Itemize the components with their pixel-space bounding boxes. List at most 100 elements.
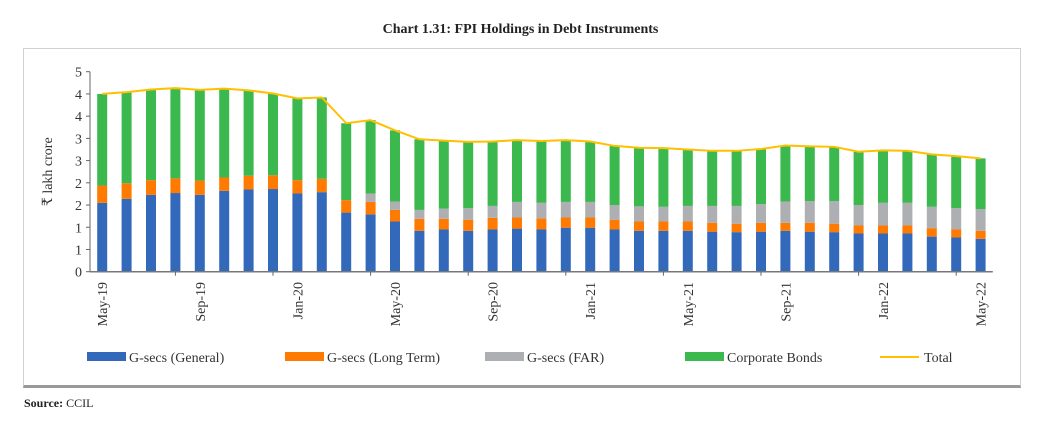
bar-g-secs-long-term	[682, 221, 693, 231]
bar-corporate-bonds	[609, 145, 620, 206]
bar-corporate-bonds	[170, 88, 181, 179]
bar-g-secs-long-term	[414, 218, 425, 231]
bar-g-secs-far	[414, 209, 425, 219]
bar-g-secs-general	[609, 229, 620, 272]
bar-g-secs-general	[853, 233, 864, 272]
x-tick-label: Jan-22	[877, 282, 892, 319]
bar-corporate-bonds	[707, 150, 718, 206]
bar-g-secs-general	[804, 231, 815, 272]
bar-g-secs-general	[170, 193, 181, 272]
bar-g-secs-long-term	[902, 225, 913, 234]
y-tick-label: 2	[75, 177, 82, 192]
bar-g-secs-general	[634, 230, 644, 272]
source-value: CCIL	[66, 396, 94, 410]
bar-corporate-bonds	[756, 149, 766, 205]
bar-g-secs-long-term	[634, 221, 644, 231]
bar-g-secs-long-term	[926, 228, 937, 237]
bar-corporate-bonds	[512, 140, 522, 202]
bar-corporate-bonds	[341, 123, 352, 201]
bar-corporate-bonds	[926, 154, 937, 207]
bar-g-secs-long-term	[853, 225, 864, 234]
bar-g-secs-far	[780, 201, 791, 223]
bar-g-secs-far	[902, 202, 913, 226]
bar-g-secs-far	[853, 205, 864, 226]
x-tick-label: Sep-20	[487, 282, 502, 322]
bar-g-secs-general	[438, 229, 449, 272]
bar-g-secs-general	[243, 189, 254, 272]
bar-g-secs-long-term	[560, 217, 571, 228]
legend-swatch	[485, 352, 524, 361]
chart-frame	[23, 48, 1021, 388]
bar-g-secs-long-term	[219, 177, 230, 191]
bar-g-secs-far	[560, 201, 571, 218]
bar-g-secs-far	[658, 206, 669, 222]
bar-g-secs-general	[536, 229, 547, 272]
y-tick-label: 4	[75, 110, 82, 125]
bar-g-secs-far	[365, 193, 376, 202]
legend-label: G-secs (Long Term)	[327, 351, 440, 366]
y-axis-label: ₹ lakh crore	[41, 137, 56, 206]
bar-g-secs-general	[975, 238, 986, 272]
bar-corporate-bonds	[268, 93, 278, 176]
bar-g-secs-general	[194, 194, 205, 272]
legend-swatch	[285, 352, 324, 361]
bar-g-secs-far	[487, 205, 498, 218]
bar-g-secs-long-term	[951, 229, 962, 238]
y-tick-label: 0	[75, 266, 82, 281]
bar-g-secs-far	[536, 202, 547, 219]
bar-corporate-bonds	[390, 130, 400, 202]
y-tick-label: 3	[75, 132, 82, 147]
bar-g-secs-far	[438, 208, 449, 219]
bar-corporate-bonds	[682, 149, 693, 206]
y-tick-label: 1	[75, 221, 82, 236]
bar-g-secs-general	[219, 190, 230, 272]
bar-corporate-bonds	[243, 90, 254, 176]
bar-g-secs-far	[756, 204, 766, 223]
y-tick-label: 4	[75, 88, 82, 103]
bar-corporate-bonds	[536, 141, 547, 203]
bar-g-secs-long-term	[121, 183, 132, 199]
bar-g-secs-far	[463, 208, 474, 220]
bar-corporate-bonds	[97, 93, 108, 186]
bar-g-secs-far	[634, 206, 644, 222]
source-note: Source: CCIL	[24, 396, 93, 411]
bar-corporate-bonds	[951, 156, 962, 209]
bar-corporate-bonds	[219, 88, 230, 178]
bar-g-secs-long-term	[512, 217, 522, 229]
bar-g-secs-general	[292, 193, 303, 272]
y-tick-label: 1	[75, 243, 82, 258]
bar-corporate-bonds	[414, 139, 425, 210]
bar-g-secs-far	[926, 206, 937, 229]
bar-g-secs-long-term	[975, 230, 986, 239]
bar-corporate-bonds	[463, 141, 474, 209]
bar-g-secs-general	[316, 192, 327, 272]
bar-g-secs-general	[414, 230, 425, 272]
bar-corporate-bonds	[780, 145, 791, 202]
bar-corporate-bonds	[853, 151, 864, 206]
bar-g-secs-far	[390, 201, 400, 210]
bar-g-secs-general	[658, 230, 669, 272]
bar-g-secs-general	[512, 228, 522, 272]
bar-g-secs-far	[682, 205, 693, 222]
bar-g-secs-general	[97, 202, 108, 272]
bar-g-secs-general	[341, 212, 352, 272]
bar-g-secs-long-term	[268, 175, 278, 190]
x-tick-label: May-21	[682, 282, 697, 326]
bar-g-secs-long-term	[146, 180, 156, 195]
bar-g-secs-general	[926, 236, 937, 272]
bar-g-secs-general	[585, 227, 596, 272]
bar-g-secs-long-term	[316, 178, 327, 193]
bar-g-secs-far	[707, 205, 718, 223]
bar-g-secs-general	[365, 214, 376, 272]
x-tick-label: Jan-21	[584, 282, 599, 319]
bar-g-secs-general	[560, 227, 571, 272]
bar-g-secs-long-term	[609, 219, 620, 230]
x-tick-label: May-19	[96, 282, 111, 326]
y-tick-label: 3	[75, 155, 82, 170]
bar-g-secs-far	[878, 202, 888, 226]
x-tick-label: May-22	[975, 282, 990, 326]
bar-g-secs-general	[951, 237, 962, 272]
bar-g-secs-far	[609, 205, 620, 220]
bar-g-secs-long-term	[438, 218, 449, 230]
